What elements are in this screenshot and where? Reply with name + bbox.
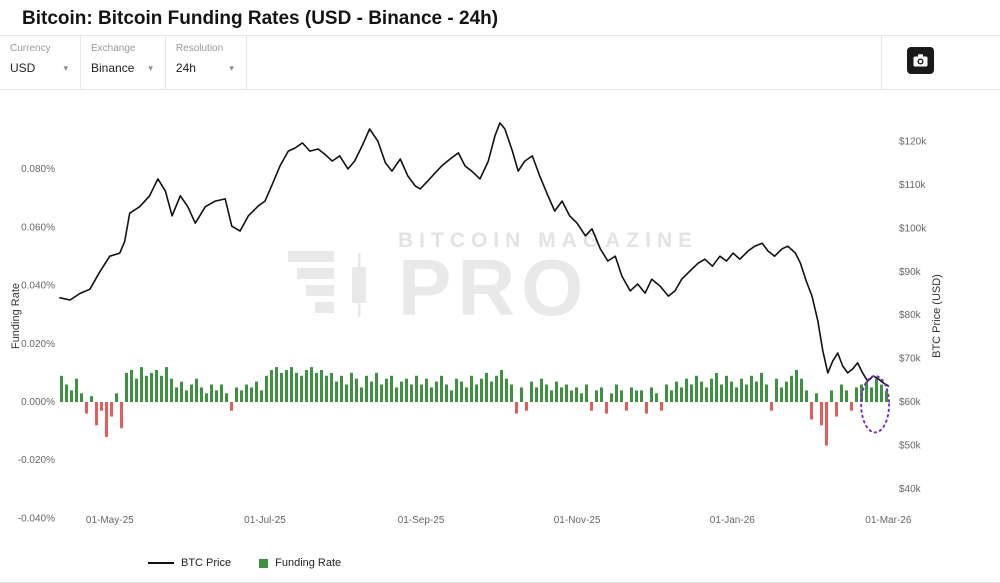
chevron-down-icon: ▾	[63, 62, 68, 73]
currency-select[interactable]: Currency USD ▾	[0, 36, 81, 89]
svg-text:$60k: $60k	[899, 397, 922, 408]
svg-text:0.080%: 0.080%	[21, 164, 55, 175]
chart-area: BITCOIN MAGAZINE PRO Funding Rate BTC Pr…	[0, 89, 1000, 582]
legend: BTC Price Funding Rate	[148, 557, 341, 569]
exchange-select[interactable]: Exchange Binance ▾	[81, 36, 166, 89]
controls-bar: Currency USD ▾ Exchange Binance ▾ Resolu…	[0, 35, 1000, 90]
chart-canvas[interactable]: 0.080% 0.060% 0.040% 0.020% 0.000% -0.020% -0.…	[0, 89, 1000, 541]
svg-text:01-Jan-26: 01-Jan-26	[710, 515, 755, 526]
exchange-value: Binance	[91, 61, 135, 75]
legend-item-funding-rate[interactable]: Funding Rate	[259, 557, 341, 569]
legend-label: BTC Price	[181, 557, 232, 569]
title-bar: Bitcoin: Bitcoin Funding Rates (USD - Bi…	[0, 0, 1000, 35]
svg-text:$120k: $120k	[899, 137, 927, 148]
svg-text:01-Jul-25: 01-Jul-25	[244, 515, 286, 526]
legend-item-btc-price[interactable]: BTC Price	[148, 557, 231, 569]
camera-button[interactable]	[907, 47, 934, 74]
svg-text:0.040%: 0.040%	[21, 281, 55, 292]
svg-text:$50k: $50k	[899, 440, 922, 451]
watermark-pro-text: PRO	[398, 243, 590, 332]
legend-label: Funding Rate	[275, 557, 342, 569]
chevron-down-icon: ▾	[229, 62, 234, 73]
right-axis-title: BTC Price (USD)	[931, 274, 943, 358]
svg-text:$70k: $70k	[899, 354, 922, 365]
left-axis-title: Funding Rate	[10, 282, 22, 350]
camera-icon	[913, 54, 928, 67]
svg-text:$40k: $40k	[899, 484, 922, 495]
svg-text:0.020%: 0.020%	[21, 339, 55, 350]
currency-value: USD	[10, 61, 36, 75]
watermark-text: BITCOIN MAGAZINE	[398, 229, 699, 252]
svg-text:0.000%: 0.000%	[21, 397, 55, 408]
svg-text:$80k: $80k	[899, 310, 922, 321]
svg-text:$100k: $100k	[899, 223, 927, 234]
watermark-logo-icon	[288, 250, 366, 317]
exchange-label: Exchange	[91, 43, 136, 54]
svg-text:01-Nov-25: 01-Nov-25	[554, 515, 601, 526]
svg-text:0.060%: 0.060%	[21, 222, 55, 233]
svg-text:-0.040%: -0.040%	[18, 513, 55, 524]
resolution-select[interactable]: Resolution 24h ▾	[166, 36, 247, 89]
watermark: BITCOIN MAGAZINE PRO	[288, 229, 699, 332]
resolution-label: Resolution	[175, 43, 224, 54]
svg-text:-0.020%: -0.020%	[18, 455, 55, 466]
chevron-down-icon: ▾	[148, 62, 153, 73]
svg-text:$110k: $110k	[899, 180, 927, 191]
currency-label: Currency	[10, 43, 51, 54]
svg-text:01-May-25: 01-May-25	[86, 515, 134, 526]
square-swatch-icon	[259, 558, 269, 568]
line-swatch-icon	[148, 562, 174, 564]
svg-text:$90k: $90k	[899, 267, 922, 278]
resolution-value: 24h	[175, 61, 196, 75]
vertical-divider	[881, 36, 882, 89]
page-title: Bitcoin: Bitcoin Funding Rates (USD - Bi…	[22, 8, 499, 29]
svg-text:01-Mar-26: 01-Mar-26	[865, 515, 912, 526]
svg-text:01-Sep-25: 01-Sep-25	[398, 515, 445, 526]
